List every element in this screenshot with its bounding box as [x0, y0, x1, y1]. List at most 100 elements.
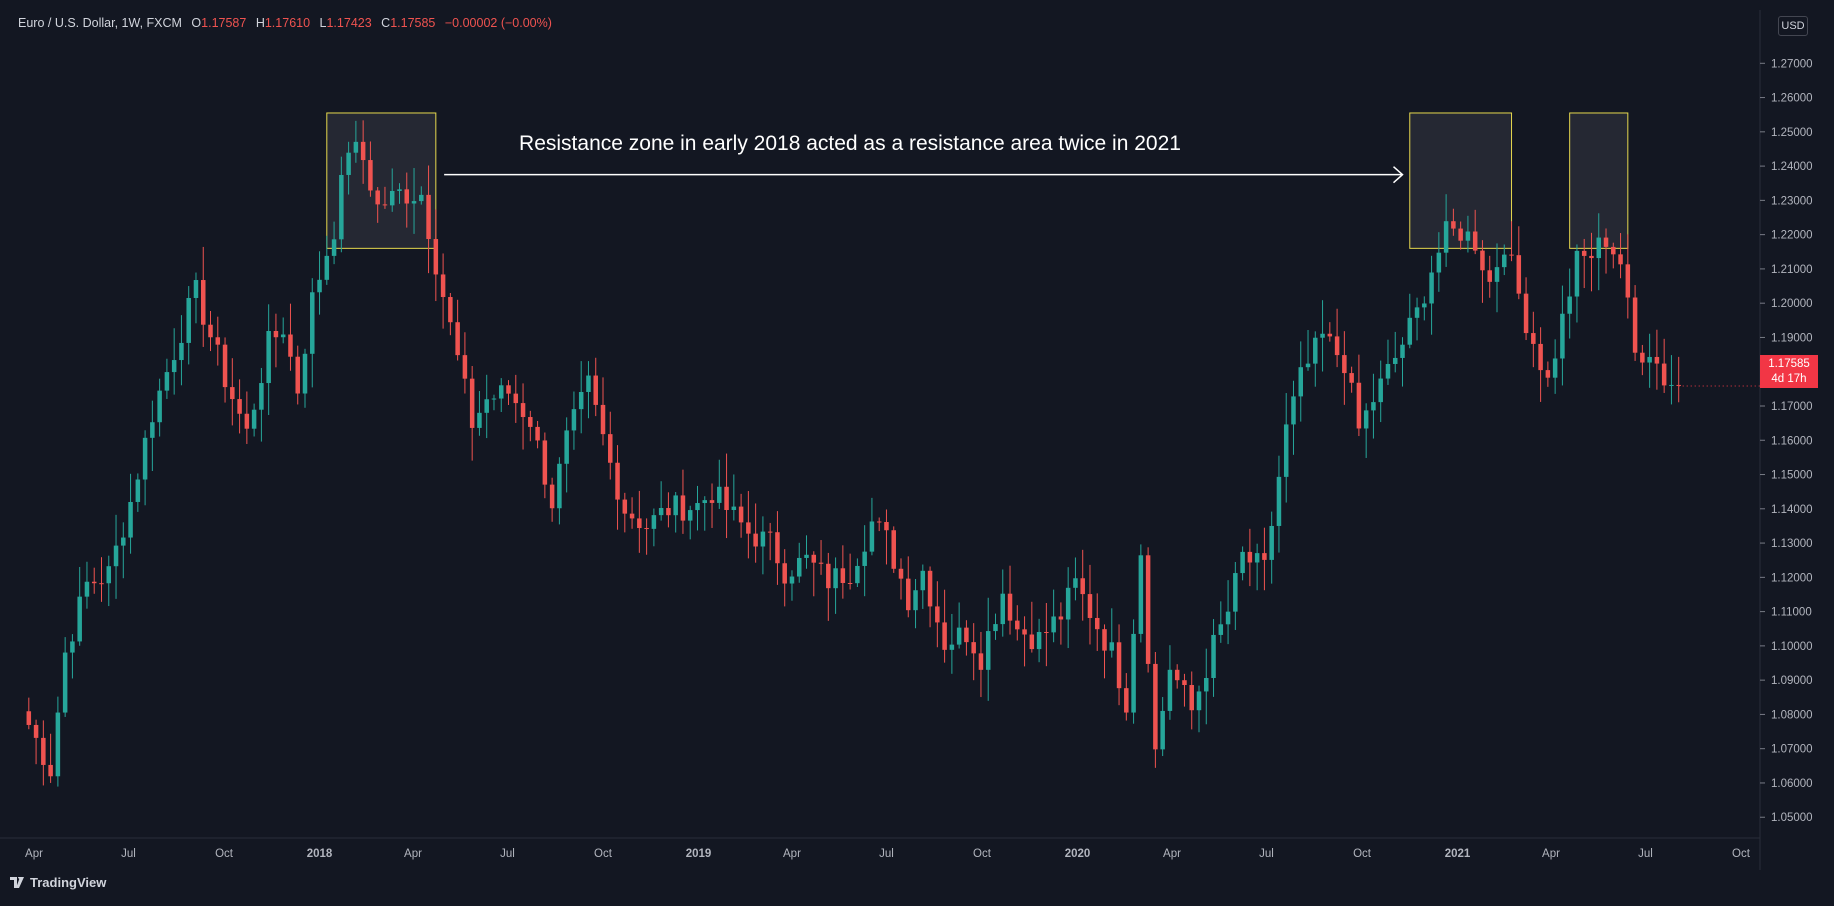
candle-body [1073, 578, 1078, 588]
candle-body [985, 631, 991, 670]
candle-body [1589, 255, 1594, 259]
candle-body [1647, 356, 1652, 363]
time-tick-label: Oct [1732, 848, 1751, 860]
candle-body [1560, 313, 1565, 359]
time-tick-label: Oct [973, 848, 992, 860]
candle-body [1051, 616, 1056, 633]
candle-body [1611, 246, 1616, 255]
candle-body [273, 330, 279, 338]
candle-body [1640, 352, 1645, 363]
candle-body [477, 412, 482, 428]
candle-body [331, 239, 337, 256]
price-tick-label: 1.12000 [1771, 572, 1813, 584]
candle-body [1131, 633, 1136, 713]
candle-body [1523, 293, 1529, 334]
price-tick-label: 1.08000 [1771, 709, 1813, 721]
candle-body [935, 606, 940, 623]
candle-body [498, 385, 504, 399]
tradingview-logo-icon [10, 877, 24, 888]
candle-body [971, 642, 976, 654]
candle-body [375, 190, 380, 205]
candle-body [673, 495, 678, 516]
time-tick-label: Jul [1638, 848, 1653, 860]
candle-body [644, 528, 649, 530]
candle-body [876, 521, 882, 523]
candle-body [920, 570, 926, 591]
candle-body [324, 255, 330, 280]
price-tick-label: 1.15000 [1771, 470, 1813, 482]
candle-body [251, 409, 257, 429]
time-tick-label: 2020 [1065, 848, 1091, 860]
candle-body [1109, 642, 1115, 651]
tradingview-logo[interactable]: TradingView [10, 875, 106, 890]
candle-body [1414, 307, 1420, 318]
currency-badge[interactable]: USD [1778, 16, 1808, 36]
candle-body [1145, 555, 1151, 664]
candle-body [33, 724, 39, 738]
candle-body [1596, 237, 1602, 259]
open-label: O [191, 16, 202, 30]
candle-body [1240, 551, 1245, 574]
candle-body [1000, 593, 1006, 625]
candle-body [1545, 370, 1551, 378]
symbol-legend: Euro / U.S. Dollar, 1W, FXCM O1.17587 H1… [18, 16, 558, 30]
annotation-text[interactable]: Resistance zone in early 2018 acted as a… [519, 132, 1181, 155]
candle-body [520, 403, 526, 418]
candle-body [41, 737, 46, 765]
price-tick-label: 1.11000 [1771, 607, 1812, 619]
candle-body [484, 399, 489, 413]
candle-body [1196, 691, 1202, 711]
annotation-arrowhead [1393, 166, 1404, 184]
candle-body [891, 530, 896, 569]
time-tick-label: Apr [404, 848, 422, 860]
candle-body [1356, 382, 1362, 429]
candle-body [964, 627, 969, 643]
brand-name: TradingView [30, 875, 107, 890]
candle-body [1276, 476, 1282, 526]
candle-body [600, 404, 606, 435]
candle-body [906, 578, 911, 611]
candle-body [855, 565, 860, 584]
candle-body [1531, 333, 1536, 344]
candle-body [651, 515, 657, 529]
symbol-title[interactable]: Euro / U.S. Dollar, 1W, FXCM [18, 16, 182, 30]
candle-body [339, 174, 344, 240]
resistance-zone-box[interactable] [1569, 112, 1629, 249]
candle-body [1022, 629, 1027, 635]
price-tick-label: 1.17000 [1771, 401, 1813, 413]
candle-body [796, 557, 802, 577]
candle-body [731, 506, 737, 510]
candle-body [586, 375, 591, 393]
candle-body [382, 204, 388, 206]
candle-body [615, 462, 620, 500]
candle-body [1661, 363, 1667, 386]
candle-body [847, 582, 853, 584]
candle-body [1298, 367, 1304, 397]
price-tick-label: 1.13000 [1771, 538, 1813, 550]
candle-body [1422, 303, 1427, 308]
candle-body [1167, 669, 1173, 711]
candle-body [1189, 685, 1194, 711]
time-tick-label: Oct [594, 848, 613, 860]
candle-body [142, 437, 148, 480]
candle-body [113, 545, 119, 567]
candle-body [687, 510, 693, 521]
candle-body [1458, 228, 1463, 241]
candle-body [1538, 343, 1543, 371]
candle-body [1625, 264, 1631, 298]
time-tick-label: Oct [215, 848, 234, 860]
resistance-zone-box[interactable] [326, 112, 437, 249]
time-tick-label: Apr [1163, 848, 1181, 860]
candle-body [724, 486, 729, 510]
candle-body [702, 500, 708, 504]
candle-body [1160, 710, 1165, 750]
candle-body [266, 330, 271, 384]
candle-body [448, 297, 453, 323]
price-tick-label: 1.16000 [1771, 435, 1813, 447]
candle-body [826, 563, 831, 589]
candle-body [775, 532, 780, 564]
candle-body [1334, 336, 1340, 356]
candle-body [884, 522, 889, 531]
candle-body [549, 484, 555, 509]
